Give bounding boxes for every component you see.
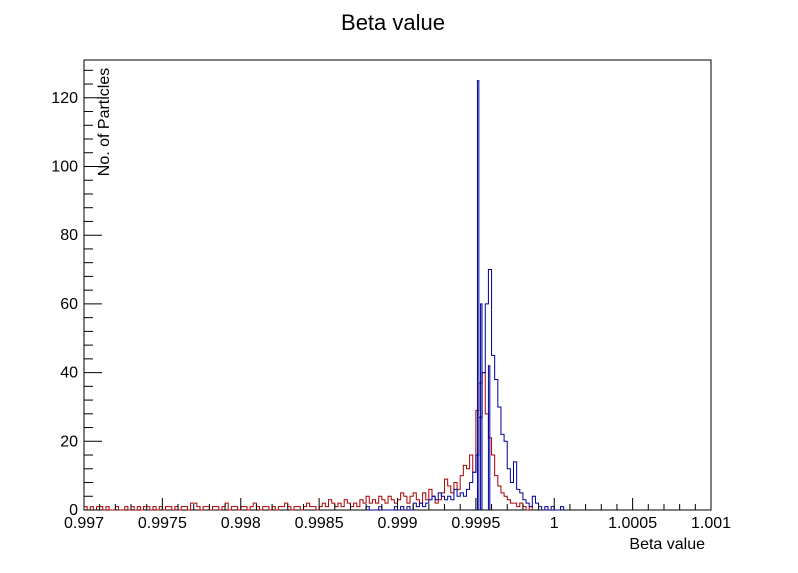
x-tick-label: 0.999 [377,515,417,532]
y-tick-label: 100 [51,158,78,175]
x-tick-label: 0.9975 [138,515,187,532]
series-layer [83,80,565,511]
x-tick-label: 1.001 [691,515,731,532]
y-tick-label: 120 [51,90,78,107]
x-tick-label: 1 [550,515,559,532]
y-tick-label: 0 [69,502,78,519]
y-axis-label: No. of Particles [96,68,113,176]
x-tick-label: 1.0005 [608,515,657,532]
histogram-peak-bin [480,303,483,510]
y-tick-label: 60 [60,296,78,313]
x-tick-label: 0.9995 [451,515,500,532]
y-tick-label: 20 [60,433,78,450]
histogram-series-2 [365,269,565,511]
histogram-peak-bin [487,365,491,510]
x-tick-label: 0.997 [64,515,104,532]
histogram-peak-bin [476,80,480,510]
x-tick-label: 0.998 [221,515,261,532]
y-tick-label: 40 [60,365,78,382]
x-tick-label: 0.9985 [295,515,344,532]
y-tick-label: 80 [60,227,78,244]
histogram-series-1 [83,372,533,511]
chart-title: Beta value [341,10,445,35]
x-axis-label: Beta value [629,536,705,553]
axis-layer: 0.997 0.9975 0.998 0.9985 0.999 0.9995 1 1.0005… [51,69,731,532]
plot-frame [83,59,712,511]
